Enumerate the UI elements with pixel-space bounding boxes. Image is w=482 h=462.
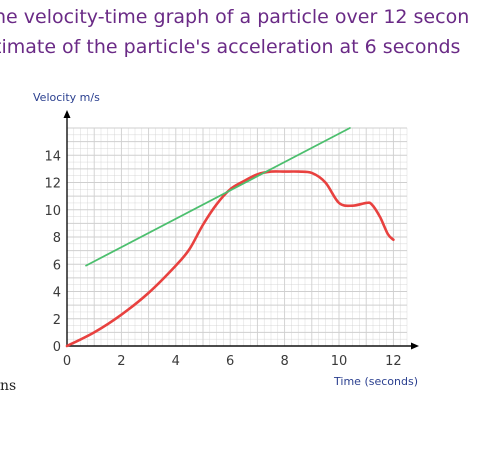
y-tick-label: 8 <box>53 231 61 246</box>
y-tick-label: 12 <box>44 177 61 192</box>
chart-grid <box>66 127 408 347</box>
y-tick-label: 10 <box>44 204 61 219</box>
stray-text: ns <box>0 378 17 394</box>
y-tick-label: 6 <box>53 258 61 273</box>
x-tick-label: 0 <box>63 354 71 369</box>
x-tick-label: 2 <box>117 354 125 369</box>
y-tick-label: 2 <box>53 313 61 328</box>
x-tick-label: 8 <box>280 354 288 369</box>
x-tick-label: 6 <box>226 354 234 369</box>
x-axis-arrow <box>411 342 419 350</box>
y-axis-arrow <box>63 110 71 118</box>
velocity-curve-line <box>65 170 395 348</box>
y-axis-title: Velocity m/s <box>33 91 100 104</box>
banner-line-1: he velocity-time graph of a particle ove… <box>0 6 470 28</box>
tick-labels: 0 2 4 6 8 10 12 0 2 4 6 8 10 12 14 <box>44 149 401 369</box>
x-tick-label: 12 <box>385 354 402 369</box>
y-tick-label: 0 <box>53 340 61 355</box>
y-tick-label: 4 <box>53 286 61 301</box>
chart-series <box>65 127 395 348</box>
x-tick-label: 4 <box>172 354 180 369</box>
banner-line-2: timate of the particle's acceleration at… <box>0 36 461 58</box>
chart-axes <box>63 110 419 350</box>
x-tick-label: 10 <box>331 354 348 369</box>
y-tick-label: 14 <box>44 149 61 164</box>
tangent-line <box>85 127 351 267</box>
x-axis-title: Time (seconds) <box>333 375 418 388</box>
